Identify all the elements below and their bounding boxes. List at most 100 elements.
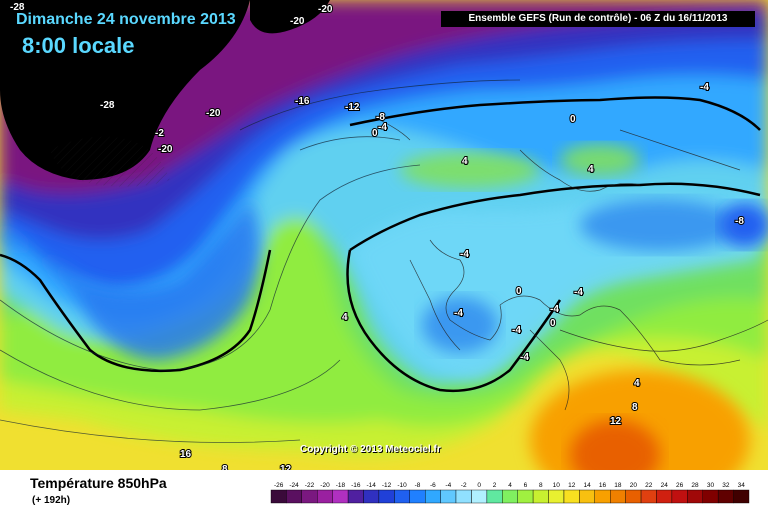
legend-swatch bbox=[502, 489, 518, 504]
legend-swatch bbox=[363, 489, 380, 504]
isotherm-label: -4 bbox=[460, 249, 469, 260]
legend-swatch bbox=[440, 489, 457, 504]
legend-tick-label: -10 bbox=[397, 482, 407, 489]
legend-swatch bbox=[486, 489, 503, 504]
legend-tick-label: -6 bbox=[430, 482, 436, 489]
legend-tick-label: -18 bbox=[336, 482, 346, 489]
isotherm-label: -8 bbox=[376, 112, 385, 123]
isotherm-lines bbox=[0, 79, 521, 443]
forecast-date: Dimanche 24 novembre 2013 bbox=[16, 11, 236, 28]
legend-swatch bbox=[409, 489, 426, 504]
isotherm-label: 0 bbox=[372, 128, 378, 139]
isotherm-label: -4 bbox=[700, 82, 709, 93]
legend-swatch bbox=[347, 489, 364, 504]
legend-swatch bbox=[702, 489, 719, 504]
legend-tick-label: -8 bbox=[415, 482, 421, 489]
isotherm-label: -4 bbox=[378, 122, 387, 133]
isotherm-label: -4 bbox=[574, 287, 583, 298]
legend-swatch bbox=[563, 489, 580, 504]
legend-tick-label: 20 bbox=[630, 482, 638, 489]
legend-tick-label: -20 bbox=[320, 482, 330, 489]
forecast-time: 8:00 locale bbox=[22, 33, 135, 58]
legend-swatch bbox=[625, 489, 642, 504]
legend-tick-label: -16 bbox=[351, 482, 361, 489]
legend-tick-label: 12 bbox=[568, 482, 576, 489]
model-run-banner: Ensemble GEFS (Run de contrôle) - 06 Z d… bbox=[441, 11, 755, 27]
legend-swatch bbox=[640, 489, 657, 504]
isotherm-label: -4 bbox=[512, 325, 521, 336]
legend-swatch bbox=[471, 489, 488, 504]
legend-swatch bbox=[286, 489, 302, 504]
legend-tick-label: 0 bbox=[477, 482, 481, 489]
isotherm-label: 16 bbox=[180, 449, 192, 460]
isotherm-label: 8 bbox=[222, 464, 228, 470]
isotherm-label: -20 bbox=[206, 108, 221, 119]
isotherm-label: 4 bbox=[462, 156, 468, 167]
isotherm-label: 12 bbox=[280, 464, 292, 470]
legend-tick-label: -2 bbox=[461, 482, 467, 489]
isotherm-label: 0 bbox=[516, 286, 522, 297]
legend-tick-label: 8 bbox=[539, 482, 543, 489]
legend-tick-label: -24 bbox=[289, 482, 299, 489]
isotherm-label: -2 bbox=[155, 128, 164, 139]
legend-swatch bbox=[317, 489, 333, 504]
legend-swatch bbox=[301, 489, 318, 504]
isotherm-label: -8 bbox=[735, 216, 744, 227]
temperature-field bbox=[0, 0, 768, 470]
legend-tick-label: 22 bbox=[645, 482, 653, 489]
legend-tick-label: -12 bbox=[382, 482, 392, 489]
legend-tick-label: 30 bbox=[707, 482, 715, 489]
legend-tick-label: 28 bbox=[691, 482, 699, 489]
legend-tick-label: 16 bbox=[599, 482, 607, 489]
isotherm-label: -20 bbox=[158, 144, 173, 155]
zero-isotherm bbox=[0, 96, 761, 392]
legend-swatch bbox=[532, 489, 549, 504]
legend-tick-label: 10 bbox=[553, 482, 561, 489]
relief-hatching bbox=[50, 136, 170, 187]
legend-swatch bbox=[455, 489, 472, 504]
legend-tick-label: -14 bbox=[366, 482, 376, 489]
legend-tick-label: 14 bbox=[583, 482, 591, 489]
isotherm-label: 4 bbox=[342, 312, 348, 323]
isotherm-label: -4 bbox=[520, 352, 529, 363]
legend-swatch bbox=[517, 489, 534, 504]
isotherm-label: -4 bbox=[550, 304, 559, 315]
color-scale-legend: -26 -24 -22 -20 -18 -16 -14 -12 -10 -8 -6 -4 -2 0 2 4 6 8… bbox=[270, 482, 750, 504]
isotherm-labels: -28-20-20-28-20-16-12-8-40-2-200444-8-4-… bbox=[0, 0, 745, 470]
legend-swatch bbox=[394, 489, 411, 504]
isotherm-label: -28 bbox=[10, 2, 25, 13]
legend-swatch bbox=[332, 489, 349, 504]
legend-tick-label: -4 bbox=[445, 482, 451, 489]
legend-tick-label: 24 bbox=[661, 482, 669, 489]
temperature-map: -28-20-20-28-20-16-12-8-40-2-200444-8-4-… bbox=[0, 0, 768, 470]
copyright-notice: Copyright © 2013 Meteociel.fr bbox=[300, 444, 441, 455]
legend-swatch bbox=[548, 489, 565, 504]
legend-tick-label: -26 bbox=[274, 482, 284, 489]
isotherm-label: 12 bbox=[610, 416, 622, 427]
legend-swatch bbox=[733, 489, 750, 504]
legend-swatch bbox=[671, 489, 688, 504]
isotherm-label: 0 bbox=[550, 318, 556, 329]
isotherm-label: -28 bbox=[100, 100, 115, 111]
legend-tick-label: 34 bbox=[738, 482, 746, 489]
legend-swatch bbox=[270, 489, 287, 504]
forecast-range: (+ 192h) bbox=[32, 495, 71, 506]
legend-tick-label: -22 bbox=[305, 482, 315, 489]
legend-tick-label: 4 bbox=[508, 482, 512, 489]
isotherm-label: 4 bbox=[634, 378, 640, 389]
isotherm-label: -20 bbox=[318, 4, 333, 15]
coastlines bbox=[379, 119, 768, 411]
legend-swatch bbox=[424, 489, 441, 504]
isotherm-label: -4 bbox=[454, 308, 463, 319]
legend-swatch bbox=[579, 489, 595, 504]
legend-swatch bbox=[718, 489, 734, 504]
legend-tick-label: 32 bbox=[722, 482, 730, 489]
isotherm-label: 4 bbox=[588, 164, 594, 175]
legend-swatch bbox=[687, 489, 703, 504]
isotherm-label: -16 bbox=[295, 96, 310, 107]
isotherm-label: 8 bbox=[632, 402, 638, 413]
legend-swatch bbox=[610, 489, 626, 504]
legend-tick-label: 26 bbox=[676, 482, 684, 489]
map-title: Température 850hPa bbox=[30, 475, 167, 491]
isotherm-label: -20 bbox=[290, 16, 305, 27]
